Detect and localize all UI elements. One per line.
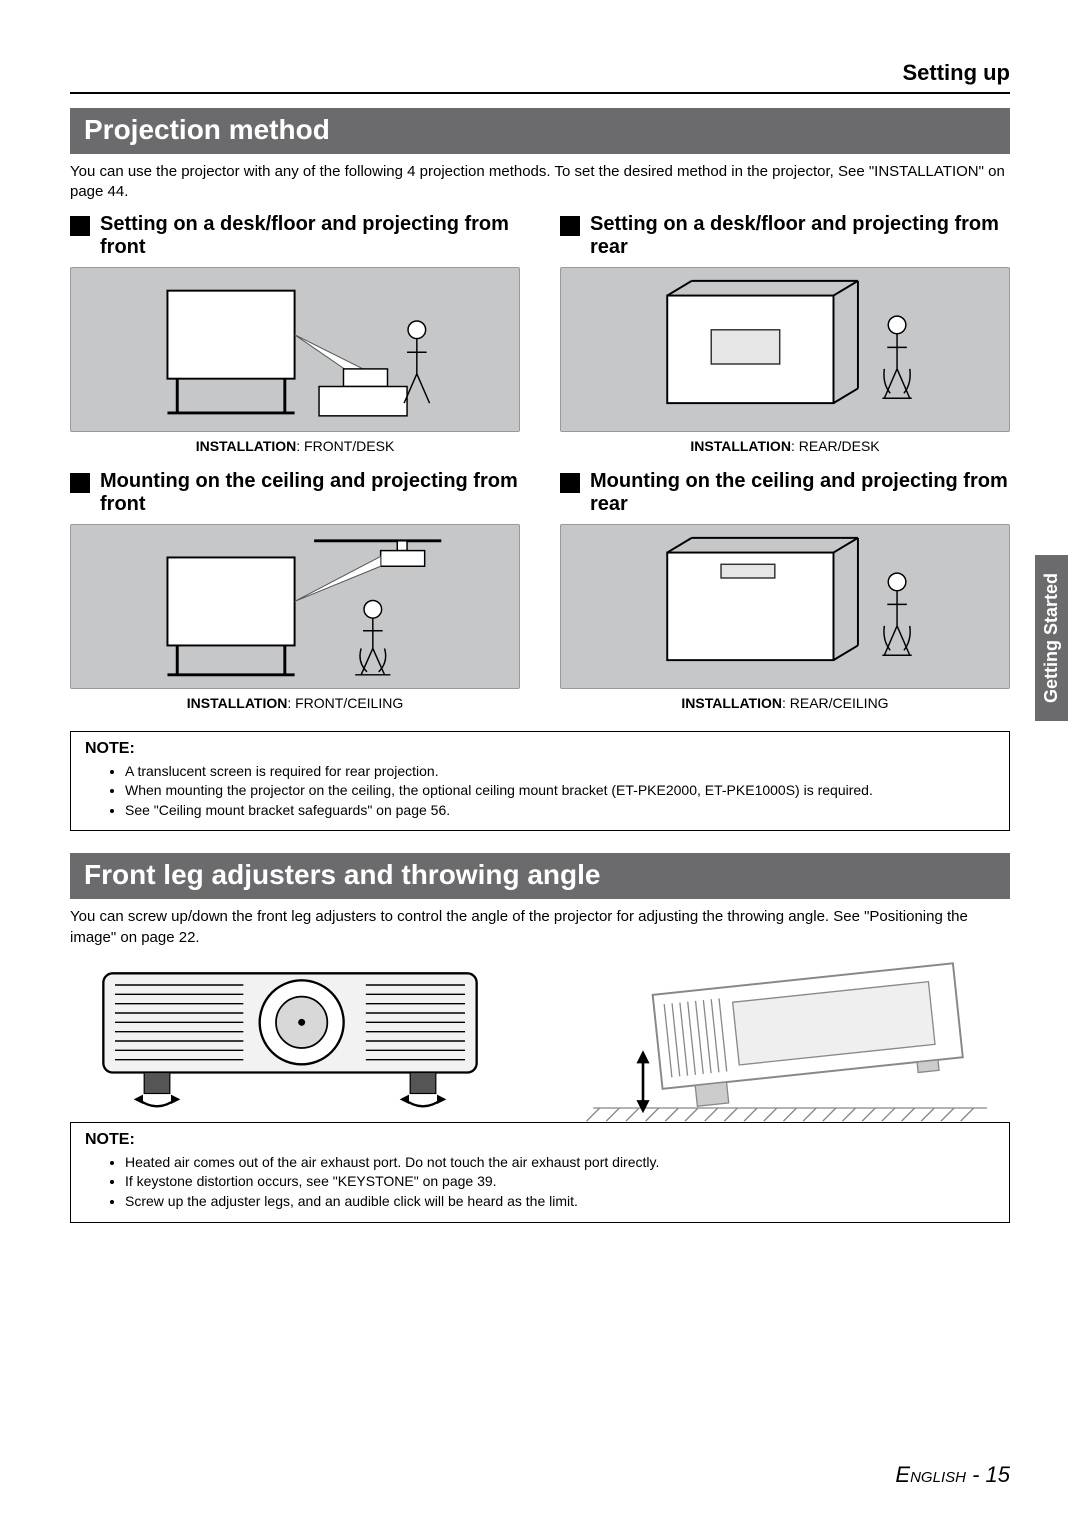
- method-heading-text: Setting on a desk/floor and projecting f…: [100, 213, 520, 259]
- note-title: NOTE:: [85, 740, 995, 758]
- method-heading: Mounting on the ceiling and projecting f…: [70, 470, 520, 516]
- bullet-square-icon: [560, 216, 580, 236]
- page-footer: English - 15: [895, 1462, 1010, 1488]
- note-box-1: NOTE: A translucent screen is required f…: [70, 731, 1010, 832]
- illustration-front-desk: [70, 267, 520, 432]
- note-list: Heated air comes out of the air exhaust …: [85, 1153, 995, 1212]
- note-item: A translucent screen is required for rea…: [125, 762, 995, 782]
- page-title: Setting up: [70, 60, 1010, 86]
- section-projection-method-title: Projection method: [70, 108, 1010, 154]
- method-front-ceiling: Mounting on the ceiling and projecting f…: [70, 470, 520, 721]
- method-heading: Mounting on the ceiling and projecting f…: [560, 470, 1010, 516]
- caption-front-ceiling: INSTALLATION: FRONT/CEILING: [70, 695, 520, 711]
- method-heading-text: Setting on a desk/floor and projecting f…: [590, 213, 1010, 259]
- section-front-leg-title: Front leg adjusters and throwing angle: [70, 853, 1010, 899]
- method-heading-text: Mounting on the ceiling and projecting f…: [100, 470, 520, 516]
- method-rear-desk: Setting on a desk/floor and projecting f…: [560, 213, 1010, 464]
- method-heading: Setting on a desk/floor and projecting f…: [560, 213, 1010, 259]
- method-front-desk: Setting on a desk/floor and projecting f…: [70, 213, 520, 464]
- footer-page-number: 15: [986, 1462, 1010, 1487]
- caption-rear-desk: INSTALLATION: REAR/DESK: [560, 438, 1010, 454]
- bullet-square-icon: [70, 216, 90, 236]
- illustration-rear-ceiling: [560, 524, 1010, 689]
- note-title: NOTE:: [85, 1131, 995, 1149]
- leg-adjuster-illustrations: [80, 962, 1000, 1102]
- projection-methods-grid: Setting on a desk/floor and projecting f…: [70, 213, 1010, 721]
- illustration-front-ceiling: [70, 524, 520, 689]
- footer-language: English: [895, 1462, 966, 1487]
- note-item: Screw up the adjuster legs, and an audib…: [125, 1192, 995, 1212]
- note-list: A translucent screen is required for rea…: [85, 762, 995, 821]
- note-item: See "Ceiling mount bracket safeguards" o…: [125, 801, 995, 821]
- illustration-projector-side: [580, 962, 1000, 1102]
- method-heading: Setting on a desk/floor and projecting f…: [70, 213, 520, 259]
- footer-separator: -: [966, 1462, 986, 1487]
- title-rule: [70, 92, 1010, 94]
- section1-intro: You can use the projector with any of th…: [70, 162, 1010, 203]
- note-item: If keystone distortion occurs, see "KEYS…: [125, 1172, 995, 1192]
- side-tab-getting-started: Getting Started: [1035, 555, 1068, 721]
- note-item: Heated air comes out of the air exhaust …: [125, 1153, 995, 1173]
- illustration-rear-desk: [560, 267, 1010, 432]
- method-rear-ceiling: Mounting on the ceiling and projecting f…: [560, 470, 1010, 721]
- method-heading-text: Mounting on the ceiling and projecting f…: [590, 470, 1010, 516]
- note-item: When mounting the projector on the ceili…: [125, 781, 995, 801]
- note-box-2: NOTE: Heated air comes out of the air ex…: [70, 1122, 1010, 1223]
- bullet-square-icon: [70, 473, 90, 493]
- caption-front-desk: INSTALLATION: FRONT/DESK: [70, 438, 520, 454]
- bullet-square-icon: [560, 473, 580, 493]
- illustration-projector-front: [80, 962, 500, 1102]
- caption-rear-ceiling: INSTALLATION: REAR/CEILING: [560, 695, 1010, 711]
